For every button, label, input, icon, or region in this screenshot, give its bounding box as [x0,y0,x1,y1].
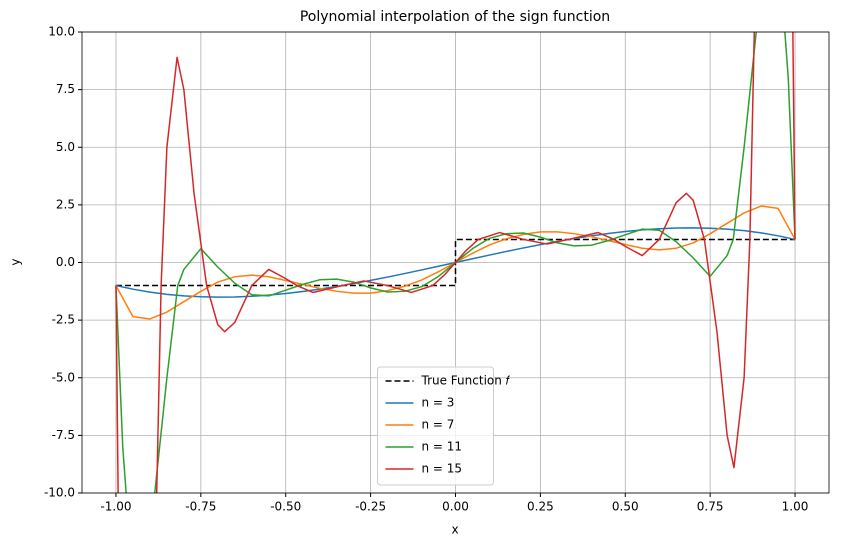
legend-label: n = 11 [422,440,463,454]
x-axis-label: x [451,523,458,537]
plot-frame [81,31,830,494]
x-tick-label: -0.75 [185,500,216,514]
x-tick-label: 0.50 [612,500,639,514]
y-tick-label: 2.5 [56,197,75,211]
y-tick-label: -10.0 [44,486,75,500]
plot-lines [115,32,796,493]
y-tick-label: -7.5 [52,428,75,442]
x-tick-label: 1.00 [782,500,809,514]
legend-label: n = 7 [422,418,455,432]
y-axis-label: y [9,258,23,265]
x-tick-label: -0.50 [270,500,301,514]
y-tick-label: 7.5 [56,82,75,96]
y-tick-label: -2.5 [52,313,75,327]
legend-label: n = 3 [422,396,455,410]
legend-label: True Function 𝑓 [421,374,511,388]
y-tick-label: -5.0 [52,370,75,384]
y-tick-label: 10.0 [48,25,75,39]
x-tick-label: -1.00 [100,500,131,514]
y-tick-label: 5.0 [56,140,75,154]
x-tick-label: 0.00 [442,500,469,514]
x-tick-label: -0.25 [355,500,386,514]
x-tick-label: 0.25 [527,500,554,514]
x-tick-label: 0.75 [697,500,724,514]
chart-title: Polynomial interpolation of the sign fun… [300,9,610,25]
legend-label: n = 15 [422,462,463,476]
legend-box [377,366,494,486]
series-line [115,32,796,493]
y-tick-label: 0.0 [56,255,75,269]
